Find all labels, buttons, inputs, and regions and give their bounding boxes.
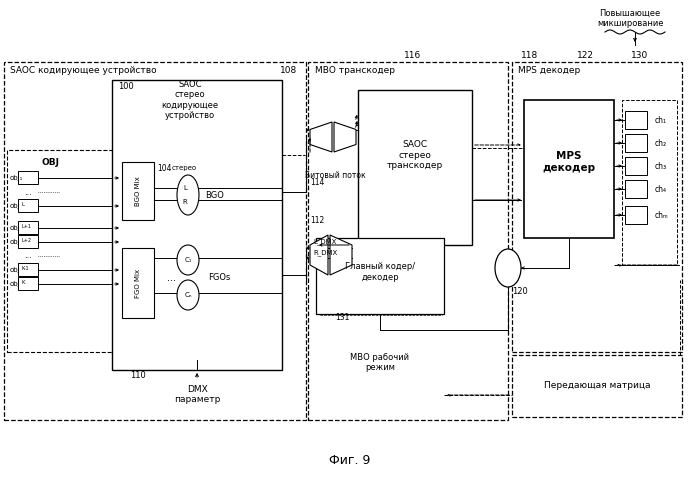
Bar xyxy=(512,62,682,352)
Text: OBJ: OBJ xyxy=(41,158,59,167)
Text: obj: obj xyxy=(10,267,20,273)
Text: Передающая матрица: Передающая матрица xyxy=(544,380,650,389)
Text: SAOC
стерео
транскодер: SAOC стерео транскодер xyxy=(387,140,443,170)
Bar xyxy=(625,206,647,224)
Text: 104: 104 xyxy=(157,163,172,172)
Text: L+2: L+2 xyxy=(21,238,31,242)
Text: K-1: K-1 xyxy=(21,265,29,271)
Bar xyxy=(122,162,154,220)
Text: SAOC
стерео
кодирующее
устройство: SAOC стерео кодирующее устройство xyxy=(162,80,218,120)
Text: ...: ... xyxy=(24,187,32,196)
Text: 118: 118 xyxy=(522,50,538,59)
Bar xyxy=(625,180,647,198)
Bar xyxy=(18,263,38,276)
Text: K: K xyxy=(21,280,25,285)
Text: режим: режим xyxy=(365,364,395,373)
Text: ch₂: ch₂ xyxy=(655,138,667,148)
Polygon shape xyxy=(330,235,352,275)
Text: 130: 130 xyxy=(631,50,649,59)
Text: 120: 120 xyxy=(512,287,528,297)
Bar xyxy=(7,150,115,352)
Text: 108: 108 xyxy=(280,66,298,75)
Bar xyxy=(18,171,38,184)
Bar xyxy=(4,62,306,420)
Text: obj: obj xyxy=(10,225,20,231)
Text: 116: 116 xyxy=(405,50,421,59)
Text: obj₁: obj₁ xyxy=(10,175,23,181)
Text: ch₃: ch₃ xyxy=(655,161,667,171)
Bar xyxy=(625,157,647,175)
Ellipse shape xyxy=(177,175,199,215)
Bar xyxy=(524,100,614,238)
Bar xyxy=(122,248,154,318)
Bar xyxy=(18,277,38,290)
Text: 114: 114 xyxy=(310,178,324,186)
Text: Cₙ: Cₙ xyxy=(184,292,192,298)
Text: FGOs: FGOs xyxy=(208,274,230,283)
Text: R_DMX: R_DMX xyxy=(313,250,337,256)
Text: L_DMX: L_DMX xyxy=(313,239,337,245)
Bar xyxy=(316,238,444,314)
Text: BGO Mix: BGO Mix xyxy=(135,176,141,206)
Bar xyxy=(18,199,38,212)
Text: BGO: BGO xyxy=(205,191,224,199)
Text: ch₁: ch₁ xyxy=(655,115,667,125)
Text: МВО рабочий: МВО рабочий xyxy=(351,354,409,363)
Text: 110: 110 xyxy=(130,370,146,379)
Polygon shape xyxy=(310,122,332,152)
Text: стерео: стерео xyxy=(172,165,197,171)
Text: MPS декодер: MPS декодер xyxy=(518,66,580,75)
Text: 100: 100 xyxy=(118,81,134,91)
Text: 131: 131 xyxy=(335,313,349,322)
Text: Битовый поток: Битовый поток xyxy=(304,171,365,180)
Text: МВО транскодер: МВО транскодер xyxy=(315,66,395,75)
Text: R: R xyxy=(183,199,188,205)
Bar xyxy=(625,134,647,152)
Text: L+1: L+1 xyxy=(21,224,31,228)
Ellipse shape xyxy=(177,280,199,310)
Text: obj: obj xyxy=(10,203,20,209)
Text: ...: ... xyxy=(24,251,32,261)
Text: ...: ... xyxy=(167,273,176,283)
Text: Главный кодер/
декодер: Главный кодер/ декодер xyxy=(345,262,415,282)
Ellipse shape xyxy=(495,249,521,287)
Text: L: L xyxy=(21,202,24,206)
Bar xyxy=(112,80,282,370)
Bar xyxy=(18,235,38,248)
Text: SAOC кодирующее устройство: SAOC кодирующее устройство xyxy=(10,66,157,75)
Polygon shape xyxy=(310,235,328,275)
Ellipse shape xyxy=(177,245,199,275)
Text: MPS
декодер: MPS декодер xyxy=(542,151,596,173)
Text: 112: 112 xyxy=(310,216,324,225)
Polygon shape xyxy=(334,122,356,152)
Text: L: L xyxy=(183,185,187,191)
Bar xyxy=(18,221,38,234)
Bar xyxy=(358,90,472,245)
Text: ch₄: ch₄ xyxy=(655,184,667,194)
Text: Фиг. 9: Фиг. 9 xyxy=(329,454,371,467)
Text: FGO Mix: FGO Mix xyxy=(135,268,141,297)
Text: Повышающее
микширование: Повышающее микширование xyxy=(596,8,664,28)
Text: chₘ: chₘ xyxy=(655,210,668,219)
Text: obj: obj xyxy=(10,281,20,287)
Bar xyxy=(622,100,677,265)
Text: obj: obj xyxy=(10,239,20,245)
Text: DMX: DMX xyxy=(187,386,207,395)
Bar xyxy=(512,355,682,417)
Bar xyxy=(308,62,508,420)
Text: C₁: C₁ xyxy=(184,257,192,263)
Bar xyxy=(625,111,647,129)
Text: 122: 122 xyxy=(577,50,594,59)
Text: параметр: параметр xyxy=(174,396,220,404)
